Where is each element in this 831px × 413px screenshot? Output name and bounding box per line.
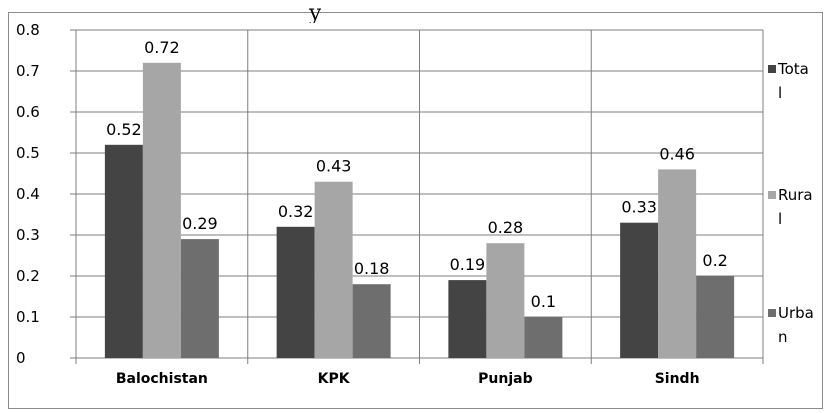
y-tick-label: 0.1 <box>16 308 40 326</box>
legend-swatch-urban <box>768 309 776 317</box>
y-tick-label: 0.8 <box>16 21 40 39</box>
y-tick-label: 0.2 <box>16 267 40 285</box>
y-tick-label: 0.3 <box>16 226 40 244</box>
y-tick-label: 0.5 <box>16 144 40 162</box>
bar-urban-sindh <box>696 276 735 358</box>
legend-label-total: l <box>778 84 782 102</box>
bar-total-sindh <box>620 222 659 358</box>
bars <box>104 62 735 359</box>
bar-rural-punjab <box>486 243 525 358</box>
data-label: 0.52 <box>106 120 142 139</box>
bar-total-kpk <box>276 226 315 358</box>
bar-urban-kpk <box>352 284 391 358</box>
bar-urban-punjab <box>524 317 563 358</box>
data-label: 0.18 <box>354 259 390 278</box>
data-label: 0.1 <box>531 292 556 311</box>
legend-label-rural: l <box>778 210 782 228</box>
bar-total-balochistan <box>104 144 143 358</box>
data-label: 0.46 <box>659 144 695 163</box>
data-label: 0.33 <box>621 198 657 217</box>
y-tick-label: 0.7 <box>16 62 40 80</box>
data-label: 0.43 <box>316 157 352 176</box>
bar-rural-kpk <box>314 181 353 358</box>
title-fragment: y <box>309 1 322 23</box>
data-label: 0.32 <box>278 202 314 221</box>
x-category-label: Sindh <box>655 371 700 387</box>
bar-total-punjab <box>448 280 487 358</box>
legend-swatch-rural <box>768 191 776 199</box>
y-tick-label: 0.4 <box>16 185 40 203</box>
legend-label-urban: n <box>778 328 788 346</box>
legend: Tota l Rura l Urba n <box>768 60 814 346</box>
y-tick-label: 0.6 <box>16 103 40 121</box>
x-category-label: Punjab <box>478 371 532 387</box>
legend-label-rural: Rura <box>778 186 813 204</box>
legend-label-total: Tota <box>777 60 809 78</box>
data-label: 0.19 <box>450 255 486 274</box>
y-tick-label: 0 <box>16 349 26 367</box>
bar-rural-balochistan <box>142 62 181 359</box>
legend-label-urban: Urba <box>778 304 814 322</box>
data-label: 0.28 <box>488 218 524 237</box>
data-labels: 0.52 0.72 0.29 0.32 0.43 0.18 0.190.28 0.1 0.33 0… <box>106 38 728 311</box>
data-label: 0.72 <box>144 38 180 57</box>
bar-urban-balochistan <box>180 239 219 358</box>
x-category-label: KPK <box>318 371 351 387</box>
data-label: 0.2 <box>702 251 727 270</box>
legend-swatch-total <box>768 65 776 73</box>
data-label: 0.29 <box>182 214 218 233</box>
axes: 0 0.1 0.2 0.3 0.4 0.5 0.6 0.7 0.8 Balochistan KPK P… <box>16 21 700 387</box>
bar-rural-sindh <box>658 169 697 358</box>
x-category-label: Balochistan <box>116 371 208 387</box>
